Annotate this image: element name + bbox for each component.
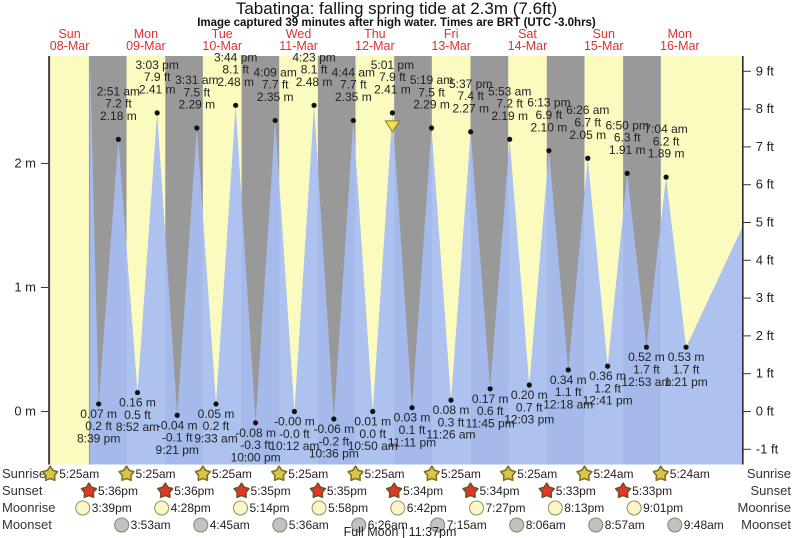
svg-text:5:24am: 5:24am [593, 467, 633, 481]
svg-text:9:21 pm: 9:21 pm [156, 443, 199, 457]
svg-text:Full Moon | 11:37pm: Full Moon | 11:37pm [344, 525, 457, 538]
svg-text:16-Mar: 16-Mar [660, 39, 700, 53]
svg-text:9:48am: 9:48am [684, 518, 724, 532]
svg-text:5:14pm: 5:14pm [249, 501, 289, 515]
svg-text:6 ft: 6 ft [756, 177, 774, 192]
svg-text:5:33pm: 5:33pm [556, 484, 596, 498]
svg-text:5:36pm: 5:36pm [98, 484, 138, 498]
svg-text:5:33pm: 5:33pm [632, 484, 672, 498]
svg-text:7:27pm: 7:27pm [485, 501, 525, 515]
svg-text:2.35 m: 2.35 m [335, 90, 372, 104]
svg-text:5 ft: 5 ft [756, 214, 774, 229]
svg-text:08-Mar: 08-Mar [50, 39, 90, 53]
svg-text:5:36am: 5:36am [289, 518, 329, 532]
svg-text:2 m: 2 m [14, 155, 36, 170]
svg-text:5:58pm: 5:58pm [328, 501, 368, 515]
svg-text:2.18 m: 2.18 m [100, 109, 137, 123]
svg-text:3 ft: 3 ft [756, 290, 774, 305]
svg-text:Image captured 39 minutes afte: Image captured 39 minutes after high wat… [197, 17, 596, 29]
svg-text:12-Mar: 12-Mar [355, 39, 395, 53]
svg-text:5:25am: 5:25am [365, 467, 405, 481]
svg-text:Moonset: Moonset [2, 517, 52, 532]
svg-text:8:13pm: 8:13pm [564, 501, 604, 515]
svg-text:1 ft: 1 ft [756, 366, 774, 381]
svg-text:6:42pm: 6:42pm [407, 501, 447, 515]
svg-text:8 ft: 8 ft [756, 101, 774, 116]
svg-text:2.19 m: 2.19 m [491, 109, 528, 123]
svg-text:2.29 m: 2.29 m [178, 98, 215, 112]
svg-text:2.41 m: 2.41 m [139, 82, 176, 96]
svg-text:5:24am: 5:24am [670, 467, 710, 481]
svg-text:1.91 m: 1.91 m [609, 143, 646, 157]
svg-text:4:45am: 4:45am [210, 518, 250, 532]
svg-text:12:41 pm: 12:41 pm [583, 394, 633, 408]
svg-text:Sunrise: Sunrise [2, 466, 46, 481]
svg-text:9:33 am: 9:33 am [194, 432, 237, 446]
svg-text:9:01pm: 9:01pm [643, 501, 683, 515]
svg-text:2.29 m: 2.29 m [413, 98, 450, 112]
svg-text:1.89 m: 1.89 m [648, 147, 685, 161]
svg-text:4:28pm: 4:28pm [171, 501, 211, 515]
svg-text:14-Mar: 14-Mar [508, 39, 548, 53]
svg-text:1 m: 1 m [14, 279, 36, 294]
svg-text:5:25am: 5:25am [288, 467, 328, 481]
svg-text:5:36pm: 5:36pm [174, 484, 214, 498]
svg-text:2.41 m: 2.41 m [374, 82, 411, 96]
svg-text:2 ft: 2 ft [756, 328, 774, 343]
svg-text:13-Mar: 13-Mar [431, 39, 471, 53]
svg-text:5:25am: 5:25am [136, 467, 176, 481]
svg-text:8:57am: 8:57am [605, 518, 645, 532]
svg-text:8:52 am: 8:52 am [116, 420, 159, 434]
svg-text:4 ft: 4 ft [756, 252, 774, 267]
svg-text:15-Mar: 15-Mar [584, 39, 624, 53]
svg-text:10-Mar: 10-Mar [202, 39, 242, 53]
svg-text:Moonrise: Moonrise [2, 500, 55, 515]
svg-text:Sunrise: Sunrise [747, 466, 791, 481]
svg-text:5:35pm: 5:35pm [251, 484, 291, 498]
svg-text:0 ft: 0 ft [756, 403, 774, 418]
svg-text:2.48 m: 2.48 m [217, 75, 254, 89]
svg-text:8:39 pm: 8:39 pm [77, 432, 120, 446]
svg-text:5:25am: 5:25am [517, 467, 557, 481]
svg-text:1:21 pm: 1:21 pm [664, 375, 707, 389]
svg-text:Sunset: Sunset [751, 483, 792, 498]
svg-text:2.48 m: 2.48 m [296, 75, 333, 89]
svg-text:2.05 m: 2.05 m [569, 128, 606, 142]
svg-text:7 ft: 7 ft [756, 139, 774, 154]
svg-text:3:39pm: 3:39pm [92, 501, 132, 515]
svg-text:Tabatinga: falling spring tid: Tabatinga: falling spring tide at 2.3m (… [236, 0, 557, 18]
svg-text:2.10 m: 2.10 m [531, 120, 568, 134]
svg-text:Sunset: Sunset [2, 483, 43, 498]
svg-text:5:25am: 5:25am [441, 467, 481, 481]
svg-text:Moonset: Moonset [741, 517, 791, 532]
svg-text:09-Mar: 09-Mar [126, 39, 166, 53]
svg-text:5:34pm: 5:34pm [480, 484, 520, 498]
svg-text:5:35pm: 5:35pm [327, 484, 367, 498]
svg-text:8:06am: 8:06am [526, 518, 566, 532]
svg-text:2.35 m: 2.35 m [257, 90, 294, 104]
svg-text:-1 ft: -1 ft [756, 441, 779, 456]
svg-text:5:25am: 5:25am [59, 467, 99, 481]
svg-text:3:53am: 3:53am [131, 518, 171, 532]
svg-text:0 m: 0 m [14, 403, 36, 418]
svg-text:5:25am: 5:25am [212, 467, 252, 481]
svg-text:2.27 m: 2.27 m [452, 101, 489, 115]
svg-text:9 ft: 9 ft [756, 63, 774, 78]
svg-text:5:34pm: 5:34pm [403, 484, 443, 498]
svg-text:12:03 pm: 12:03 pm [504, 413, 554, 427]
svg-text:Moonrise: Moonrise [738, 500, 791, 515]
svg-text:11-Mar: 11-Mar [279, 39, 318, 53]
